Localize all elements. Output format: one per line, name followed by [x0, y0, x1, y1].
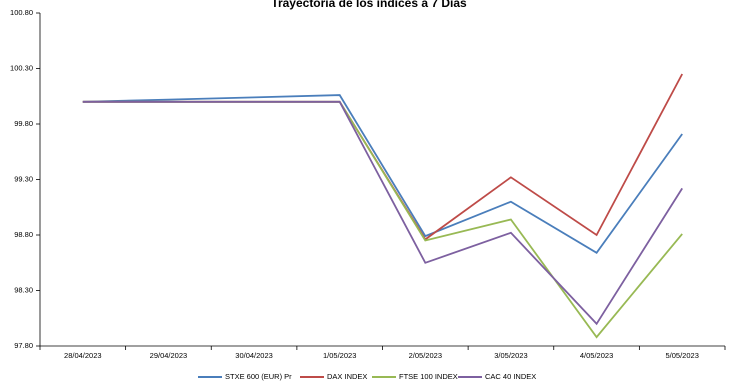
x-tick-label: 2/05/2023 — [409, 351, 442, 360]
x-tick-label: 1/05/2023 — [323, 351, 356, 360]
x-tick-label: 30/04/2023 — [235, 351, 273, 360]
y-tick-label: 97.80 — [14, 341, 33, 350]
series-line — [82, 100, 683, 326]
y-tick-label: 99.80 — [14, 119, 33, 128]
legend-label: CAC 40 INDEX — [485, 372, 536, 381]
x-tick-label: 5/05/2023 — [666, 351, 699, 360]
x-tick-label: 29/04/2023 — [150, 351, 188, 360]
series-line — [82, 94, 683, 254]
y-tick-label: 98.30 — [14, 285, 33, 294]
y-tick-label: 100.80 — [10, 8, 33, 17]
x-tick-label: 3/05/2023 — [494, 351, 527, 360]
legend-label: DAX INDEX — [327, 372, 367, 381]
y-tick-label: 100.30 — [10, 63, 33, 72]
legend-label: STXE 600 (EUR) Pr — [225, 372, 292, 381]
legend: STXE 600 (EUR) Pr DAX INDEX FTSE 100 INDEX… — [198, 372, 536, 381]
y-tick-label: 98.80 — [14, 230, 33, 239]
y-axis: 97.80 98.30 98.80 99.30 99.80 100.30 100.80 — [10, 8, 41, 350]
x-tick-label: 28/04/2023 — [64, 351, 102, 360]
y-tick-label: 99.30 — [14, 174, 33, 183]
series-line — [82, 100, 683, 339]
chart-title: Trayectoria de los índices a 7 Días — [271, 0, 467, 10]
x-tick-label: 4/05/2023 — [580, 351, 613, 360]
legend-label: FTSE 100 INDEX — [399, 372, 458, 381]
x-axis: 28/04/2023 29/04/2023 30/04/2023 1/05/2023 2… — [39, 345, 726, 360]
series-layer — [82, 73, 683, 339]
